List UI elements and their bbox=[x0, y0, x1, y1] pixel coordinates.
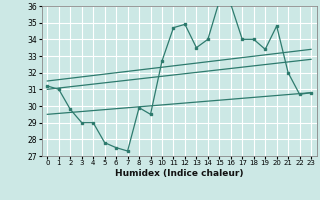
X-axis label: Humidex (Indice chaleur): Humidex (Indice chaleur) bbox=[115, 169, 244, 178]
